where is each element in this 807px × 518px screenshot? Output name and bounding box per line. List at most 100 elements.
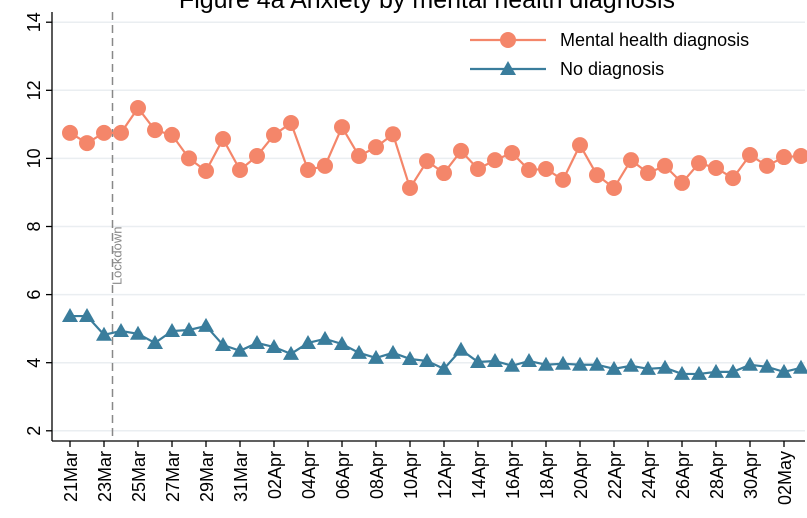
point [215, 336, 231, 351]
point [181, 322, 197, 337]
point [96, 326, 112, 341]
point [317, 157, 333, 174]
point [351, 148, 367, 165]
x-tick-label: 02Apr [265, 451, 285, 499]
point [334, 335, 350, 350]
point [500, 61, 516, 75]
point [640, 360, 656, 375]
x-tick-label: 14Apr [469, 451, 489, 499]
point [436, 360, 452, 375]
y-tick-label: 4 [24, 358, 44, 368]
point [759, 157, 775, 174]
x-tick-label: 26Apr [673, 451, 693, 499]
x-tick-label: 10Apr [401, 451, 421, 499]
x-tick-label: 24Apr [639, 451, 659, 499]
point [402, 180, 418, 197]
point [419, 352, 435, 367]
x-tick-label: 21Mar [61, 451, 81, 502]
point [470, 160, 486, 177]
point [283, 345, 299, 360]
point [147, 334, 163, 349]
point [164, 323, 180, 338]
point [79, 308, 95, 323]
point [759, 358, 775, 373]
point [130, 325, 146, 340]
point [249, 148, 265, 165]
series-line [69, 106, 802, 191]
x-tick-label: 04Apr [299, 451, 319, 499]
point [640, 165, 656, 182]
point [606, 360, 622, 375]
point [96, 124, 112, 141]
x-tick-label: 08Apr [367, 451, 387, 499]
point [725, 363, 741, 378]
point [334, 119, 350, 136]
x-tick-label: 18Apr [537, 451, 557, 499]
x-tick-label: 22Apr [605, 451, 625, 499]
point [249, 334, 265, 349]
point [674, 174, 690, 191]
point [606, 180, 622, 197]
point [691, 155, 707, 172]
x-tick-label: 29Mar [197, 451, 217, 502]
point [504, 144, 520, 161]
y-tick-label: 10 [24, 148, 44, 168]
point [504, 357, 520, 372]
point [793, 148, 807, 165]
point [232, 342, 248, 357]
point [725, 170, 741, 187]
point [164, 126, 180, 143]
x-tick-label: 12Apr [435, 451, 455, 499]
point [266, 339, 282, 354]
point [266, 126, 282, 143]
annotation: Lockdown [110, 227, 125, 286]
point [555, 171, 571, 188]
x-tick-label: 16Apr [503, 451, 523, 499]
y-tick-label: 12 [24, 80, 44, 100]
x-tick-label: 25Mar [129, 451, 149, 502]
point [776, 149, 792, 166]
point [385, 126, 401, 143]
point [538, 356, 554, 371]
point [521, 161, 537, 178]
point [283, 114, 299, 131]
point [674, 365, 690, 380]
point [436, 165, 452, 182]
x-tick-label: 20Apr [571, 451, 591, 499]
point [538, 160, 554, 177]
point [572, 356, 588, 371]
point [589, 356, 605, 371]
x-tick-label: 23Mar [95, 451, 115, 502]
point [368, 349, 384, 364]
point [62, 124, 78, 141]
point [691, 365, 707, 380]
point [62, 308, 78, 323]
point [232, 161, 248, 178]
point [623, 357, 639, 372]
series-line [70, 314, 802, 376]
legend-label: No diagnosis [560, 59, 664, 79]
y-tick-label: 6 [24, 290, 44, 300]
x-tick-label: 31Mar [231, 451, 251, 502]
x-tick-label: 02May [775, 451, 795, 505]
point [198, 317, 214, 332]
point [419, 153, 435, 170]
point [487, 352, 503, 367]
point [487, 152, 503, 169]
point [793, 359, 807, 374]
point [79, 135, 95, 152]
y-tick-label: 8 [24, 221, 44, 231]
point [742, 356, 758, 371]
point [368, 139, 384, 156]
point [147, 122, 163, 139]
point [657, 157, 673, 174]
point [453, 341, 469, 356]
point [500, 32, 516, 48]
point [589, 167, 605, 184]
y-tick-label: 2 [24, 426, 44, 436]
point [402, 350, 418, 365]
point [300, 161, 316, 178]
chart-title: Figure 4a Anxiety by mental health diagn… [179, 0, 675, 14]
x-tick-label: 27Mar [163, 451, 183, 502]
